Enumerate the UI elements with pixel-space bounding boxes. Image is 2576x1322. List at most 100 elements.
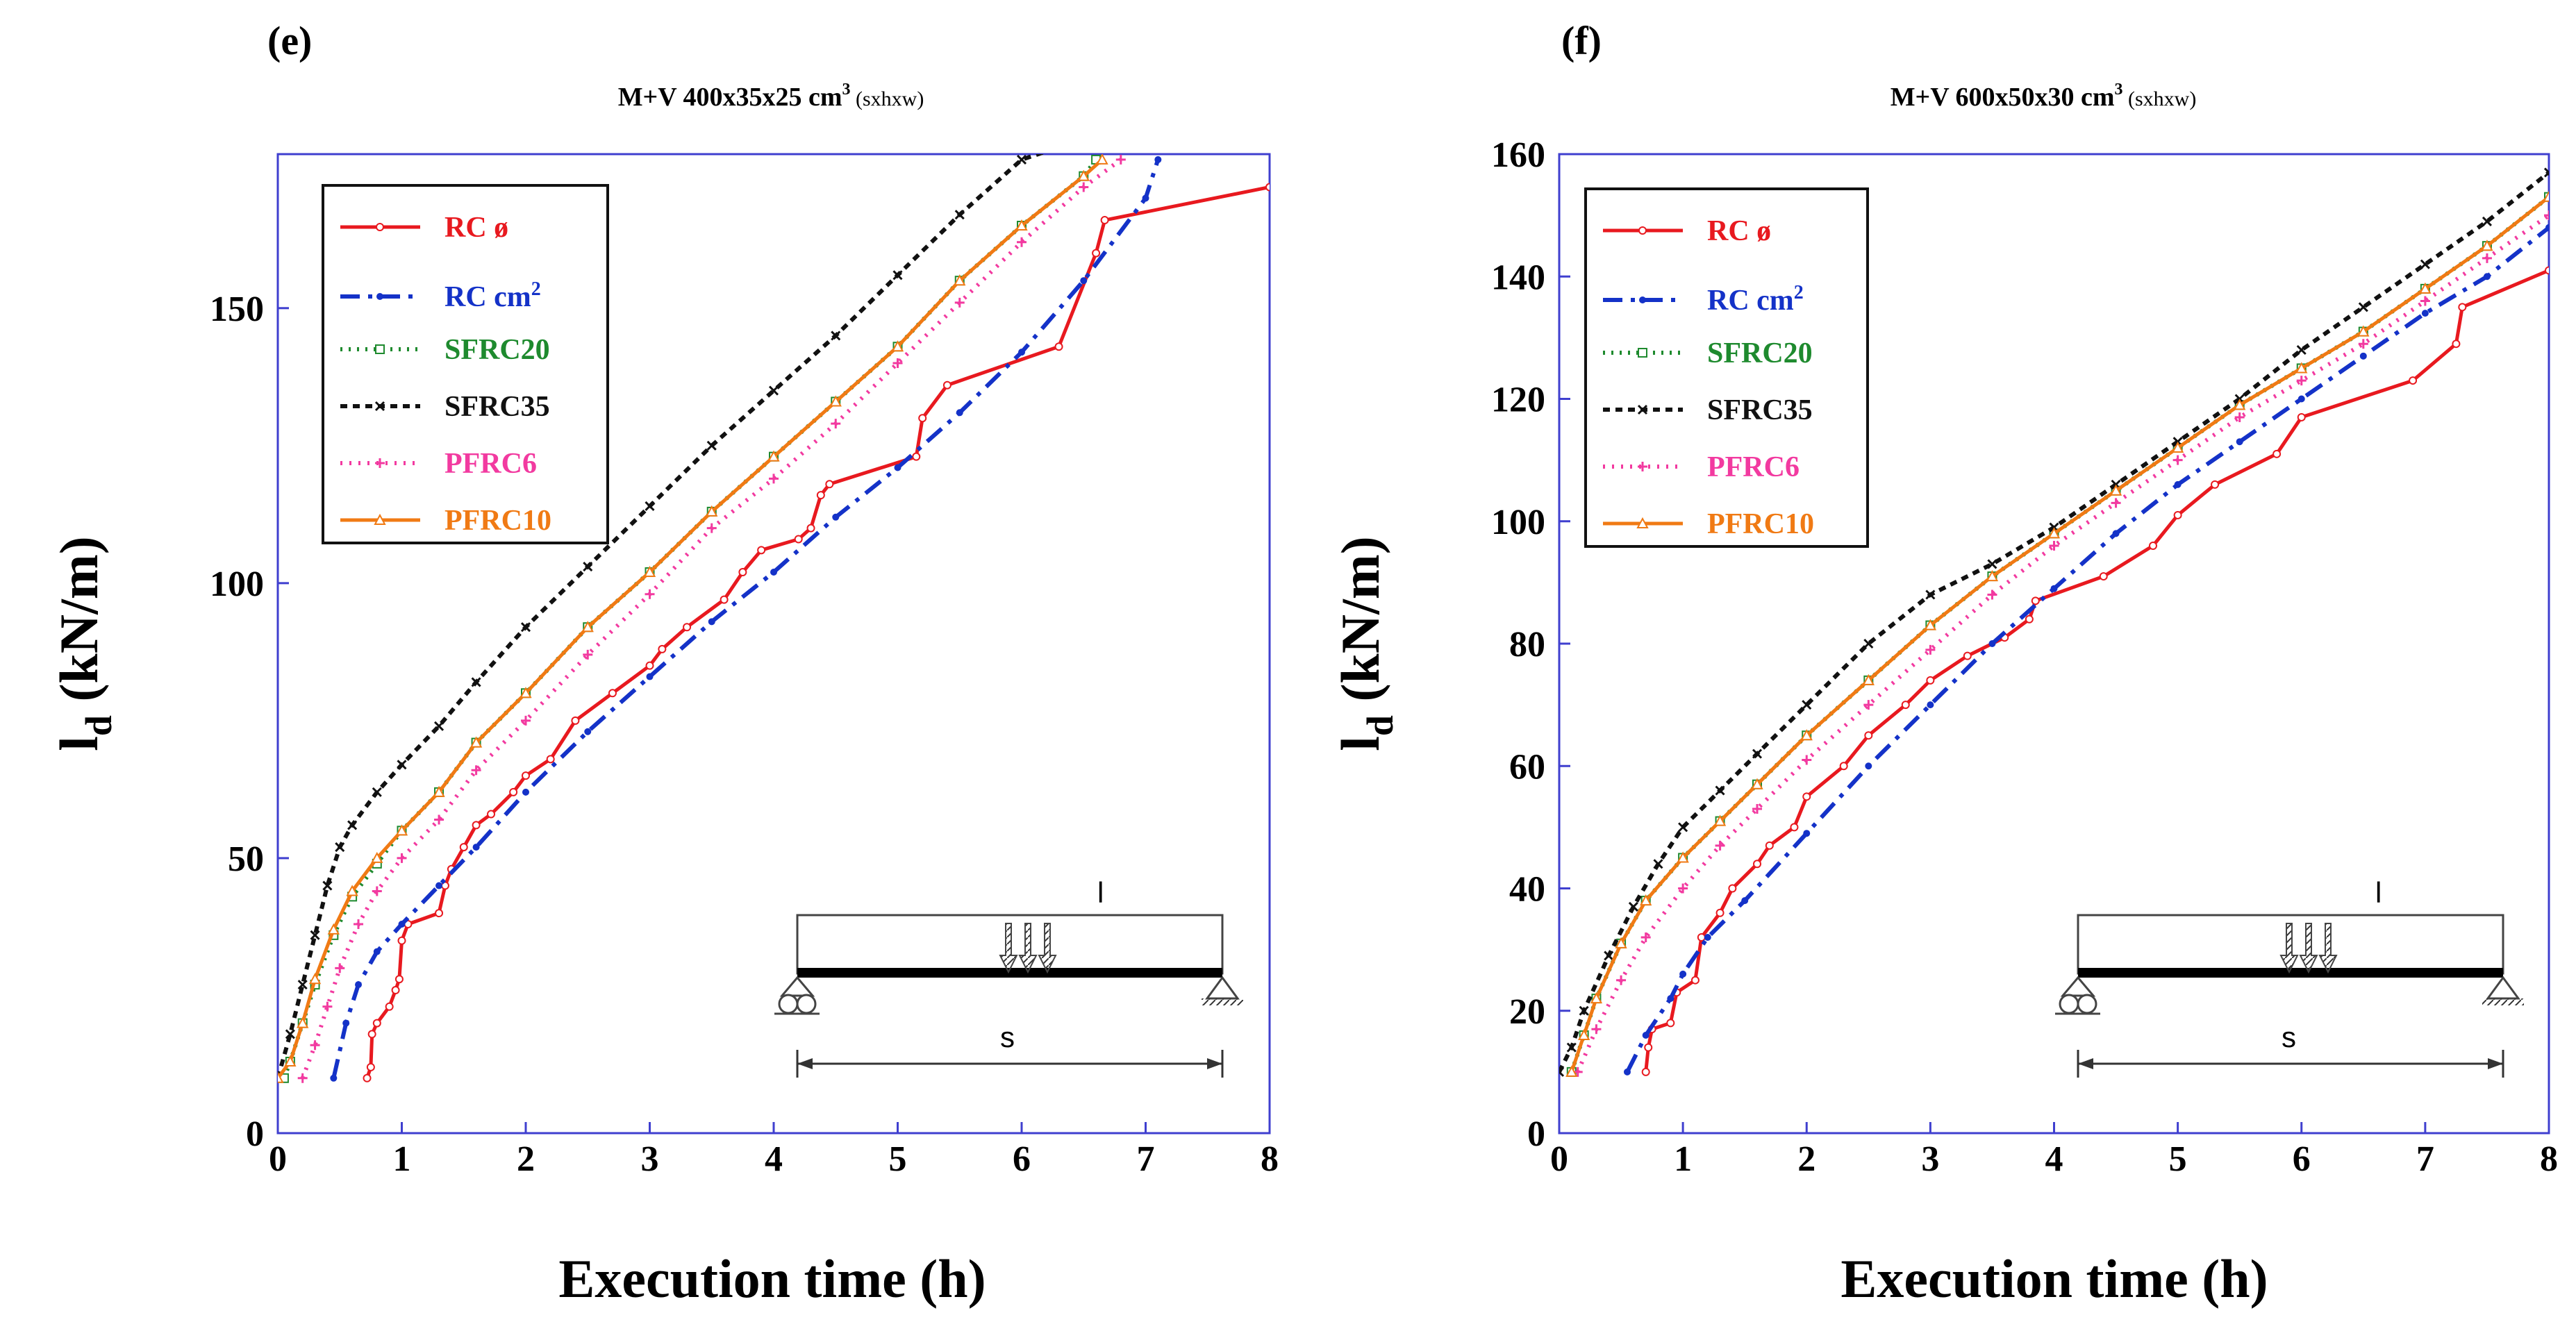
data-point [1265, 183, 1270, 192]
load-arrows-icon [999, 923, 1057, 974]
data-point [297, 980, 308, 990]
beam-reinforcement [2078, 968, 2503, 978]
data-point [308, 973, 322, 985]
data-point [1115, 154, 1126, 165]
data-point [434, 814, 444, 825]
data-point [2295, 362, 2308, 374]
y-tick-label: 60 [1509, 747, 1545, 787]
data-point [1079, 182, 1089, 192]
data-point [297, 1073, 308, 1083]
data-point [1577, 1028, 1590, 1040]
beam-reinforcement [797, 968, 1222, 978]
data-point [347, 820, 358, 830]
load-label: l [1097, 876, 1104, 909]
data-point [831, 330, 841, 341]
data-point [1715, 785, 1725, 796]
data-point [1067, 139, 1075, 147]
data-point [1987, 589, 1997, 600]
data-point [2543, 167, 2549, 178]
data-point [2049, 541, 2059, 551]
data-point [2483, 273, 2491, 281]
data-point [892, 270, 903, 281]
data-point [1640, 894, 1652, 906]
data-point [2234, 399, 2246, 410]
data-point [1715, 908, 1725, 917]
data-point [1752, 748, 1763, 759]
data-point [706, 440, 717, 451]
series-pfrc10 [278, 154, 1108, 1083]
data-point [1640, 932, 1651, 942]
data-point [646, 673, 654, 680]
data-point [1604, 951, 1614, 961]
data-point [1802, 792, 1811, 801]
x-tick-label: 4 [2045, 1139, 2063, 1179]
data-point [757, 546, 766, 555]
data-point [1728, 884, 1737, 893]
series-sfrc35 [1559, 167, 2549, 1077]
legend-label: PFRC10 [1707, 508, 1814, 540]
chart-title: M+V 400x35x25 cm3 (sxhxw) [618, 81, 924, 112]
data-point [2421, 310, 2429, 317]
series-rc [363, 183, 1270, 1082]
data-point [1924, 619, 1937, 630]
y-tick-label: 100 [210, 564, 264, 604]
data-point [770, 569, 777, 576]
legend-marker [376, 293, 383, 300]
data-point [1016, 154, 1027, 165]
data-point [2272, 449, 2282, 458]
data-point [1092, 249, 1101, 258]
data-point [1864, 731, 1873, 740]
legend-label: SFRC35 [1707, 394, 1813, 426]
data-point [1925, 589, 1936, 600]
legend-marker [1636, 517, 1649, 528]
data-point [1704, 934, 1711, 941]
data-point [367, 1030, 376, 1039]
data-point [1802, 700, 1812, 710]
x-tick-label: 2 [517, 1139, 535, 1179]
x-tick-label: 5 [2169, 1139, 2187, 1179]
y-tick-label: 0 [246, 1114, 264, 1154]
data-point [1790, 823, 1799, 832]
data-point [522, 771, 530, 780]
legend-marker [376, 223, 384, 231]
legend-label: RC ø [1707, 215, 1771, 247]
data-point [645, 501, 655, 512]
x-tick-label: 6 [2293, 1139, 2311, 1179]
data-point [1096, 154, 1108, 165]
data-point [708, 618, 715, 626]
data-point [346, 885, 358, 896]
data-point [2358, 339, 2368, 349]
legend-marker [375, 458, 385, 468]
data-point [522, 788, 529, 796]
data-point [433, 721, 444, 731]
data-point [1566, 1042, 1577, 1053]
legend-marker [374, 513, 386, 525]
data-point [1628, 901, 1638, 912]
data-point [395, 824, 408, 836]
x-tick-label: 8 [2540, 1139, 2558, 1179]
data-point [397, 936, 406, 945]
data-point [954, 297, 965, 308]
panel-label: (f) [1561, 18, 1602, 63]
data-point [2543, 190, 2549, 202]
series-line [1559, 171, 2549, 1073]
data-point [1752, 803, 1762, 814]
series-rc [1641, 266, 2549, 1076]
data-point [2419, 282, 2432, 294]
roller-support-icon [2055, 976, 2100, 1015]
x-tick-label: 4 [765, 1139, 783, 1179]
load-label: l [2375, 876, 2382, 909]
data-point [1713, 814, 1727, 826]
data-point [435, 909, 444, 918]
beam-diagram: l s [774, 876, 1243, 1078]
data-point [767, 450, 780, 462]
data-point [487, 810, 496, 819]
data-point [435, 882, 443, 889]
y-axis-label: ld (kN/m) [1330, 536, 1401, 751]
legend-label: SFRC20 [1707, 337, 1813, 369]
series-rc-cm [330, 156, 1162, 1082]
data-point [354, 919, 364, 929]
data-point [1925, 644, 1936, 655]
data-point [1901, 701, 1910, 710]
chart-panel-e: (e) M+V 400x35x25 cm3 (sxhxw) 0 1 2 3 4 5 6 7 80… [49, 18, 1279, 1309]
